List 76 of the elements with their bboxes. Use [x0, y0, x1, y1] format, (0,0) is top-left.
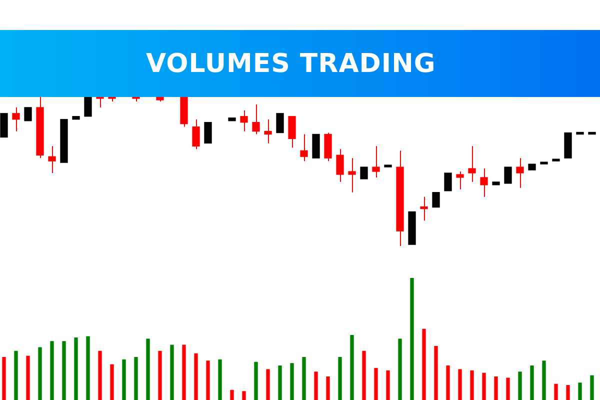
bar — [2, 356, 6, 400]
candlestick — [252, 104, 260, 135]
bar — [194, 353, 198, 400]
candlestick — [372, 146, 380, 178]
bar — [218, 359, 222, 400]
bar — [578, 382, 582, 400]
candlestick — [432, 192, 440, 208]
candlestick — [348, 158, 356, 193]
bar — [146, 338, 150, 400]
candlestick — [480, 168, 488, 198]
bar — [14, 350, 18, 400]
candlestick — [84, 97, 92, 117]
bar — [230, 390, 234, 400]
bar — [86, 336, 90, 400]
bar — [74, 337, 78, 400]
bar — [374, 368, 378, 400]
candlestick — [204, 122, 212, 144]
bar — [470, 370, 474, 400]
candlestick — [504, 166, 512, 184]
bar — [542, 360, 546, 400]
bar — [590, 375, 594, 400]
bar — [518, 372, 522, 400]
bar — [134, 356, 138, 400]
bar — [302, 356, 306, 400]
bar — [26, 356, 30, 400]
bar — [38, 347, 42, 400]
candlestick — [24, 106, 32, 122]
bar — [122, 359, 126, 400]
candlestick — [444, 172, 452, 192]
bar — [110, 364, 114, 400]
candlestick — [96, 97, 104, 108]
bar — [266, 369, 270, 400]
bar — [422, 328, 426, 400]
chart-title: VOLUMES TRADING — [146, 48, 436, 78]
bar — [506, 378, 510, 400]
candlestick — [48, 146, 56, 174]
bar — [566, 385, 570, 400]
bar — [434, 346, 438, 400]
bar — [494, 376, 498, 400]
bar — [206, 360, 210, 400]
candlestick — [336, 148, 344, 182]
bar — [242, 391, 246, 400]
bar — [326, 376, 330, 400]
bar — [254, 362, 258, 400]
candlestick — [12, 106, 20, 132]
bar — [50, 341, 54, 400]
candlestick — [300, 134, 308, 162]
candlestick — [192, 118, 200, 150]
candlestick — [456, 171, 464, 190]
candlestick — [360, 166, 368, 180]
candlestick — [276, 112, 284, 134]
bar — [362, 350, 366, 400]
bar — [554, 384, 558, 400]
bar — [314, 372, 318, 400]
candlestick — [420, 196, 428, 222]
bar — [158, 350, 162, 400]
bar — [398, 338, 402, 400]
bar — [278, 366, 282, 400]
bar — [290, 363, 294, 400]
candlestick — [288, 116, 296, 148]
bar — [410, 278, 414, 400]
bar — [62, 341, 66, 400]
bar — [482, 372, 486, 400]
candlestick — [240, 110, 248, 132]
bar — [386, 370, 390, 400]
bar — [98, 350, 102, 400]
candlestick — [264, 118, 272, 144]
bar — [350, 335, 354, 400]
bar — [530, 366, 534, 400]
candlestick — [468, 146, 476, 182]
candlestick — [516, 158, 524, 188]
bar — [182, 344, 186, 400]
bar — [170, 344, 174, 400]
bar — [446, 366, 450, 400]
bar — [458, 369, 462, 400]
bar — [338, 356, 342, 400]
